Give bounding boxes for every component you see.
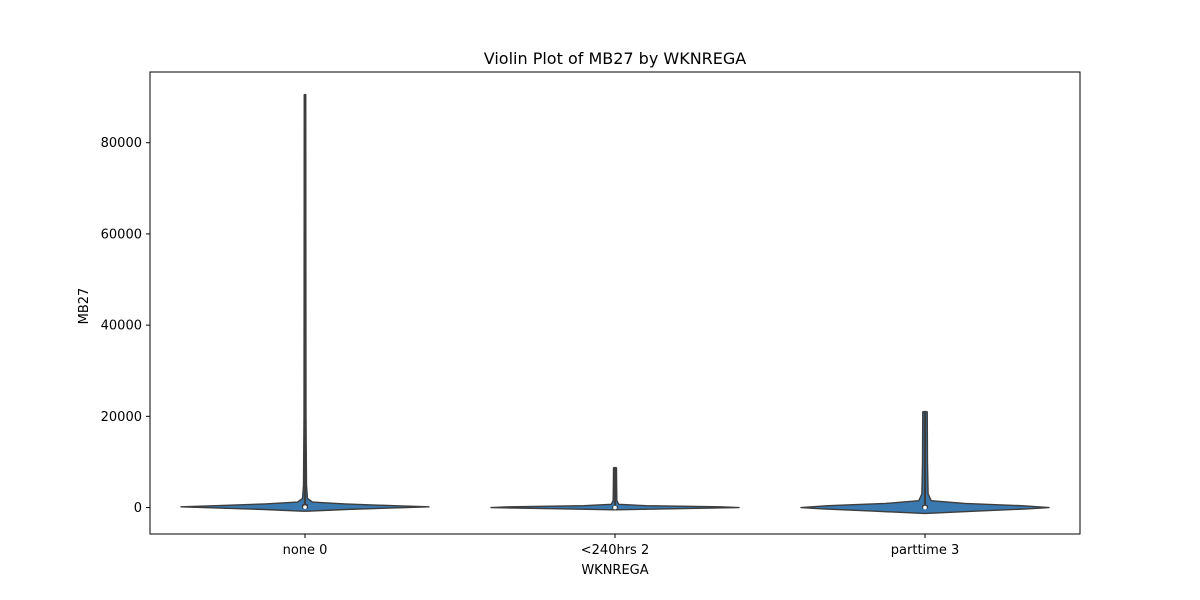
y-axis-label: MB27 [77,288,92,325]
chart-title: Violin Plot of MB27 by WKNREGA [484,49,747,68]
x-axis-label: WKNREGA [581,563,648,578]
y-tick-label: 60000 [101,227,142,242]
x-tick-label: parttime 3 [891,543,959,558]
x-tick-label: none 0 [283,543,328,558]
x-axis: none 0 <240hrs 2 parttime 3 [283,534,959,558]
y-tick-label: 80000 [101,136,142,151]
plot-area [180,93,1050,515]
violin-median [923,505,927,510]
x-tick-label: <240hrs 2 [581,543,649,558]
violin-median [303,505,307,509]
y-tick-label: 20000 [101,410,142,425]
y-axis: 0 20000 40000 60000 80000 [101,136,150,516]
violin-median [613,505,617,510]
y-tick-label: 40000 [101,319,142,334]
y-tick-label: 0 [134,501,142,516]
